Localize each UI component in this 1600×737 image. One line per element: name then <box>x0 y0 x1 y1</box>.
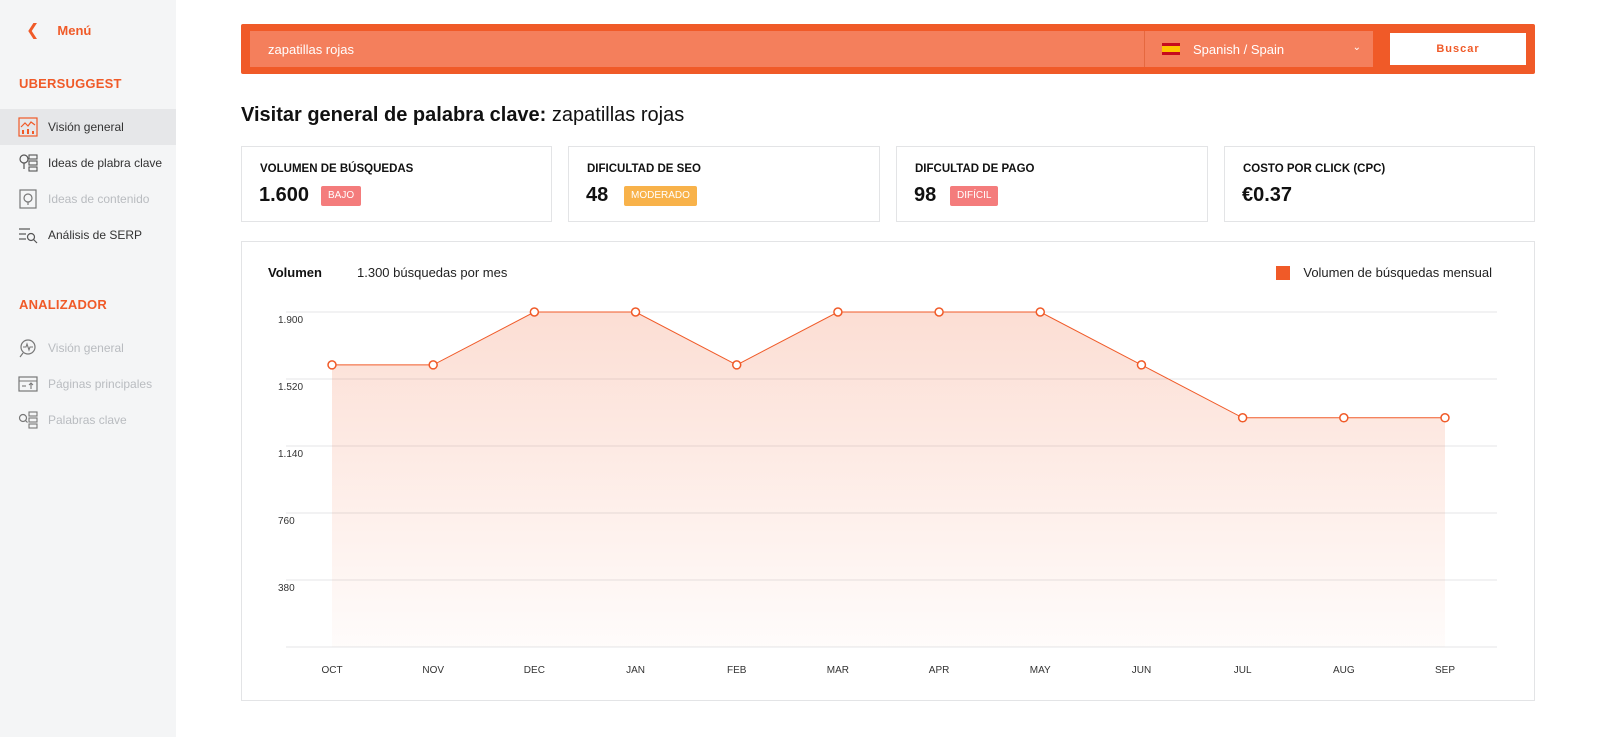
sidebar-item-keywords[interactable]: Palabras clave <box>0 402 176 438</box>
sidebar-item-label: Palabras clave <box>48 413 127 427</box>
data-point <box>1339 413 1349 423</box>
sidebar: ❮ Menú UBERSUGGEST Visión general Ideas … <box>0 0 176 737</box>
sidebar-item-label: Ideas de plabra clave <box>48 156 163 170</box>
chart-panel: 380 760 1.140 1.520 1.900 OCT NOV DEC JAN FEB MAR A… <box>241 241 1535 701</box>
page-title: Visitar general de palabra clave: zapati… <box>241 104 684 127</box>
data-point <box>1237 413 1248 423</box>
search-button[interactable]: Buscar <box>1390 33 1526 65</box>
search-bar: Spanish / Spain ⌄ Buscar <box>241 24 1535 74</box>
sidebar-item-serp-analysis[interactable]: Análisis de SERP <box>0 217 176 253</box>
spain-flag-icon <box>1162 43 1180 55</box>
search-input[interactable] <box>250 31 1144 67</box>
sidebar-item-top-pages[interactable]: Páginas principales <box>0 366 176 402</box>
overview-icon <box>18 117 38 137</box>
chart-subtitle: 1.300 búsquedas por mes <box>357 265 508 280</box>
metric-value: €0.37 <box>1242 184 1293 206</box>
metric-value: 98 <box>914 184 937 206</box>
metric-badge: DIFÍCIL <box>950 186 999 206</box>
sidebar-item-label: Ideas de contenido <box>48 192 150 206</box>
x-tick-label: SEP <box>1435 665 1455 676</box>
metric-label: COSTO POR CLICK (CPC) <box>1243 163 1386 175</box>
data-point <box>1136 360 1147 370</box>
page-title-keyword: zapatillas rojas <box>551 104 685 126</box>
x-tick-label: NOV <box>422 665 444 676</box>
sidebar-item-vision-general[interactable]: Visión general <box>0 109 176 145</box>
section-title-ubersuggest: UBERSUGGEST <box>19 76 122 91</box>
y-tick-label: 1.520 <box>278 382 303 393</box>
data-point <box>428 360 438 370</box>
keywords-icon <box>18 410 38 430</box>
sidebar-item-label: Visión general <box>48 341 124 355</box>
top-pages-icon <box>18 374 38 394</box>
data-point <box>529 307 540 317</box>
data-point <box>1035 307 1046 317</box>
analyzer-overview-icon <box>18 338 38 358</box>
x-tick-label: OCT <box>321 665 342 676</box>
legend-swatch <box>1276 265 1291 280</box>
y-tick-label: 1.900 <box>278 315 303 326</box>
chevron-left-icon: ❮ <box>26 22 40 39</box>
x-tick-label: MAR <box>827 665 849 676</box>
sidebar-item-analyzer-overview[interactable]: Visión general <box>0 330 176 366</box>
x-tick-label: JUN <box>1132 665 1151 676</box>
metric-label: DIFCULTAD DE PAGO <box>915 163 1035 175</box>
x-tick-label: APR <box>929 665 950 676</box>
series-area <box>332 312 1445 647</box>
y-tick-label: 1.140 <box>278 449 303 460</box>
metric-card-paid-difficulty: DIFCULTAD DE PAGO 98 DIFÍCIL <box>896 146 1208 222</box>
x-tick-label: MAY <box>1030 665 1051 676</box>
page-title-prefix: Visitar general de palabra clave: <box>241 104 547 126</box>
section-title-analizador: ANALIZADOR <box>19 297 107 312</box>
chevron-down-icon: ⌄ <box>1352 42 1361 53</box>
menu-back-label: Menú <box>57 22 92 38</box>
data-point <box>731 360 742 370</box>
metric-card-seo-difficulty: DIFICULTAD DE SEO 48 MODERADO <box>568 146 880 222</box>
language-select-value: Spanish / Spain <box>1193 41 1285 57</box>
content-ideas-icon <box>18 189 38 209</box>
data-point <box>934 307 944 317</box>
data-point <box>1440 413 1450 423</box>
metric-label: VOLUMEN DE BÚSQUEDAS <box>260 163 414 175</box>
y-tick-label: 380 <box>278 583 295 594</box>
sidebar-item-keyword-ideas[interactable]: Ideas de plabra clave <box>0 145 176 181</box>
data-point <box>833 307 843 317</box>
metric-card-search-volume: VOLUMEN DE BÚSQUEDAS 1.600 BAJO <box>241 146 552 222</box>
sidebar-item-label: Páginas principales <box>48 377 153 391</box>
metric-badge: BAJO <box>321 186 362 206</box>
y-tick-label: 760 <box>278 516 295 527</box>
metric-badge: MODERADO <box>624 186 697 206</box>
serp-analysis-icon <box>18 225 38 245</box>
metric-value: 1.600 <box>259 184 310 206</box>
metric-label: DIFICULTAD DE SEO <box>587 163 701 175</box>
data-point <box>327 360 337 370</box>
menu-back-button[interactable]: ❮ Menú <box>26 20 91 40</box>
x-tick-label: DEC <box>524 665 545 676</box>
sidebar-item-label: Visión general <box>48 120 124 134</box>
chart-legend[interactable]: Volumen de búsquedas mensual <box>1276 265 1492 280</box>
metric-card-cpc: COSTO POR CLICK (CPC) €0.37 <box>1224 146 1535 222</box>
x-tick-label: FEB <box>727 665 747 676</box>
language-select[interactable]: Spanish / Spain ⌄ <box>1144 31 1373 67</box>
metric-value: 48 <box>586 184 609 206</box>
x-tick-label: AUG <box>1333 665 1355 676</box>
sidebar-item-content-ideas[interactable]: Ideas de contenido <box>0 181 176 217</box>
x-tick-label: JAN <box>626 665 645 676</box>
chart-label: Volumen <box>268 265 322 280</box>
legend-label: Volumen de búsquedas mensual <box>1303 265 1492 280</box>
volume-chart: 380 760 1.140 1.520 1.900 OCT NOV DEC JAN FEB MAR A… <box>278 307 1497 676</box>
series-line <box>332 311 1445 419</box>
x-tick-label: JUL <box>1234 665 1252 676</box>
sidebar-item-label: Análisis de SERP <box>48 228 143 242</box>
keyword-ideas-icon <box>18 153 38 173</box>
data-point <box>630 307 641 317</box>
